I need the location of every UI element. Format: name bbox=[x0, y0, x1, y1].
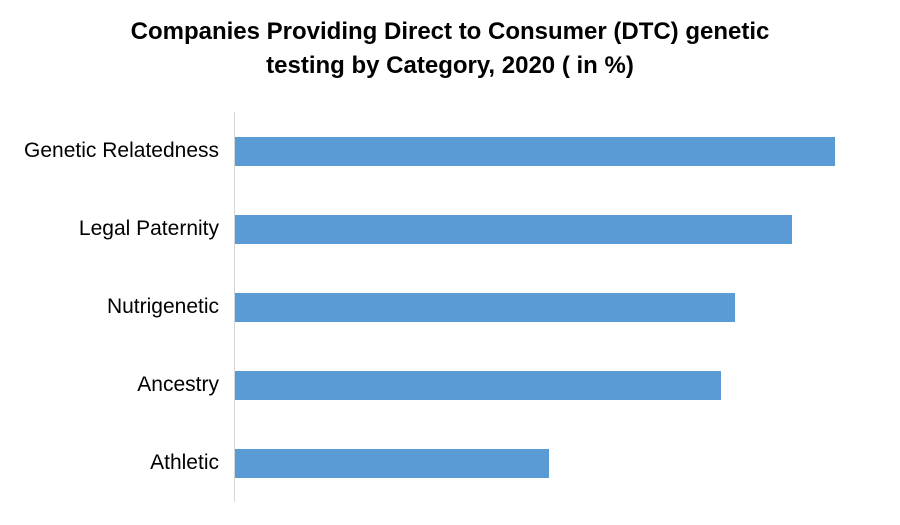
category-label-legal-paternity: Legal Paternity bbox=[78, 217, 219, 240]
bar-ancestry bbox=[235, 370, 721, 400]
bar-nutrigenetic bbox=[235, 292, 736, 322]
bar-genetic-relatedness bbox=[235, 136, 836, 166]
category-label-athletic: Athletic bbox=[150, 451, 219, 474]
chart-title: Companies Providing Direct to Consumer (… bbox=[0, 15, 900, 83]
plot-area bbox=[234, 112, 878, 502]
bar-row-legal-paternity bbox=[235, 190, 878, 268]
bar-row-athletic bbox=[235, 424, 878, 502]
bar-legal-paternity bbox=[235, 214, 793, 244]
bar-row-ancestry bbox=[235, 346, 878, 424]
category-label-genetic-relatedness: Genetic Relatedness bbox=[24, 139, 219, 162]
chart-title-line-1: Companies Providing Direct to Consumer (… bbox=[130, 18, 770, 45]
bar-row-genetic-relatedness bbox=[235, 112, 878, 190]
bar-athletic bbox=[235, 448, 550, 478]
chart-title-line-2: testing by Category, 2020 ( in %) bbox=[266, 52, 634, 79]
category-axis-labels: Genetic Relatedness Legal Paternity Nutrig… bbox=[0, 112, 219, 502]
category-label-nutrigenetic: Nutrigenetic bbox=[106, 295, 219, 318]
bar-row-nutrigenetic bbox=[235, 268, 878, 346]
category-label-ancestry: Ancestry bbox=[137, 373, 219, 396]
